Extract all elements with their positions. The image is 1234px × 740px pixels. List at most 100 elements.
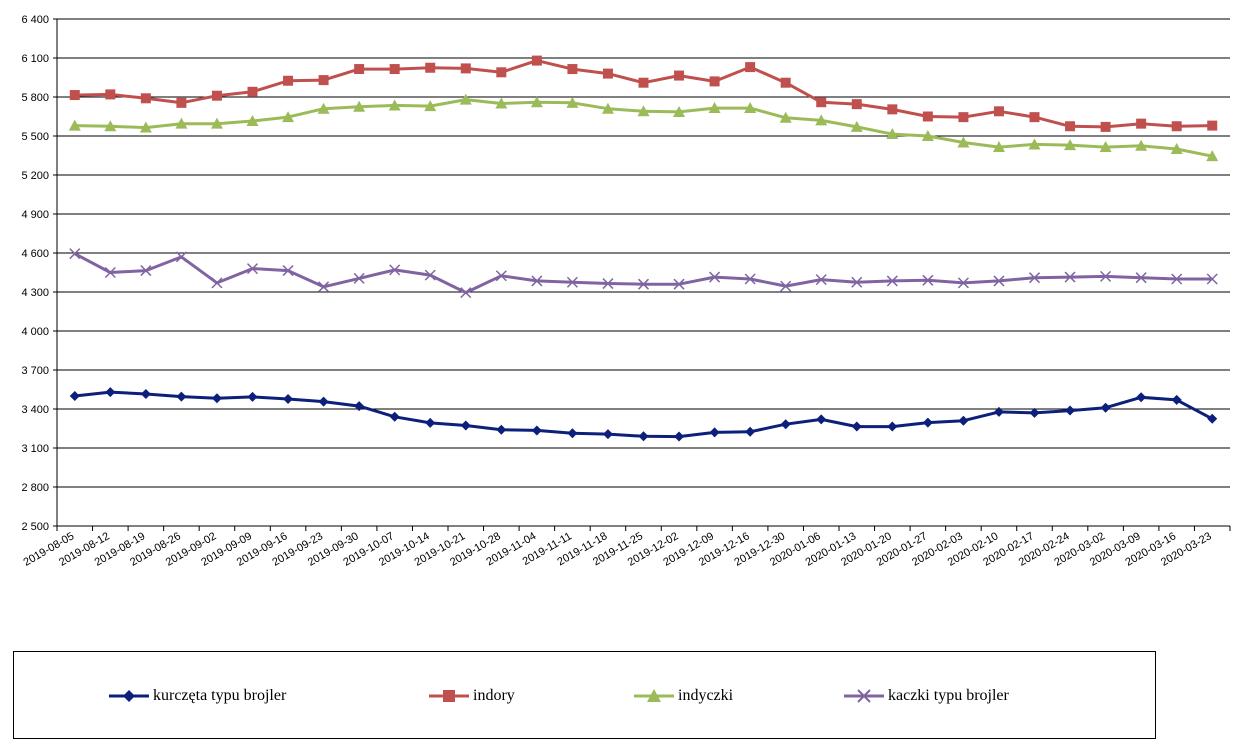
data-point	[246, 115, 259, 127]
data-point	[957, 277, 969, 289]
data-point	[1136, 118, 1147, 129]
legend-label-indory: indory	[473, 687, 515, 704]
data-point	[886, 128, 899, 140]
data-point	[993, 106, 1004, 117]
y-tick-label: 5 200	[21, 170, 49, 182]
data-point	[282, 265, 294, 277]
data-point	[531, 425, 542, 436]
data-point	[958, 112, 969, 123]
data-point	[140, 265, 152, 277]
data-point	[815, 114, 828, 126]
data-point	[1028, 272, 1041, 284]
y-tick-label: 3 100	[21, 443, 49, 455]
y-tick-label: 4 900	[21, 209, 49, 221]
data-point	[887, 104, 898, 115]
data-point	[886, 275, 898, 287]
data-point	[922, 417, 933, 428]
data-point	[922, 111, 933, 122]
data-point	[389, 64, 400, 75]
data-point	[1065, 405, 1076, 416]
legend-item-indory: indory	[429, 652, 515, 740]
data-point	[673, 105, 686, 117]
data-point	[1100, 402, 1111, 413]
data-point	[424, 269, 436, 281]
y-tick-label: 3 400	[21, 404, 49, 416]
data-point	[851, 99, 862, 110]
data-point	[708, 102, 721, 114]
legend-item-indyczki: indyczki	[634, 652, 733, 740]
data-point	[887, 421, 898, 432]
legend-marker-x-icon	[844, 689, 884, 703]
series-2	[68, 93, 1219, 162]
data-point	[637, 105, 650, 117]
data-point	[674, 431, 685, 442]
data-point	[140, 389, 151, 400]
y-tick-label: 6 400	[21, 14, 49, 26]
data-point	[318, 396, 329, 407]
data-point	[104, 266, 116, 279]
data-point	[744, 102, 757, 114]
data-point	[389, 411, 400, 422]
legend-item-kurczeta: kurczęta typu brojler	[109, 652, 286, 740]
y-tick-label: 3 700	[21, 365, 49, 377]
data-point	[709, 427, 720, 438]
data-point	[1207, 413, 1218, 424]
data-point	[283, 75, 294, 86]
data-point	[1029, 407, 1040, 418]
legend-label-indyczki: indyczki	[678, 687, 734, 704]
data-point	[1206, 150, 1219, 162]
data-point	[282, 111, 295, 123]
data-point	[105, 387, 116, 398]
data-point	[709, 271, 721, 283]
data-point	[922, 274, 934, 286]
data-point	[1135, 139, 1148, 151]
data-point	[1171, 121, 1182, 132]
data-point	[318, 75, 329, 86]
data-point	[745, 426, 756, 437]
grid-lines	[57, 18, 1230, 488]
data-point	[175, 251, 187, 263]
data-point	[1171, 394, 1182, 405]
data-point	[68, 119, 81, 131]
data-point	[921, 130, 934, 141]
data-point	[744, 273, 756, 285]
legend-label-kurczeta: kurczęta typu brojler	[153, 687, 287, 704]
data-point	[601, 102, 614, 114]
data-point	[780, 280, 792, 292]
data-point	[816, 97, 827, 108]
data-point	[673, 278, 685, 290]
data-point	[709, 76, 720, 87]
data-point	[354, 401, 365, 412]
data-point	[176, 391, 187, 402]
data-point	[1207, 120, 1218, 131]
data-point	[425, 417, 436, 428]
data-point	[140, 93, 151, 104]
data-point	[993, 406, 1004, 417]
data-point	[992, 141, 1005, 153]
series-layer	[68, 55, 1219, 442]
data-point	[176, 97, 187, 108]
data-point	[1029, 112, 1040, 123]
data-point	[496, 67, 507, 78]
data-point	[69, 248, 81, 260]
legend-item-kaczki: kaczki typu brojler	[844, 652, 1009, 740]
data-point	[851, 276, 863, 288]
data-point	[780, 419, 791, 430]
data-point	[318, 281, 330, 293]
data-point	[779, 111, 792, 123]
data-point	[211, 90, 222, 101]
data-point	[1135, 272, 1147, 284]
data-point	[638, 77, 649, 88]
data-point	[1171, 273, 1183, 285]
data-point	[602, 68, 613, 79]
y-tick-labels: 2 500 2 800 3 100 3 400 3 700 4 000 4 300 4 600…	[21, 14, 49, 533]
series-line	[74, 252, 1213, 295]
series-line	[74, 390, 1213, 439]
data-point	[1100, 121, 1111, 132]
series-0	[69, 387, 1218, 442]
data-point	[637, 278, 650, 290]
data-point	[566, 276, 578, 288]
data-point	[495, 270, 507, 282]
data-point	[317, 102, 330, 114]
data-point	[105, 89, 116, 100]
